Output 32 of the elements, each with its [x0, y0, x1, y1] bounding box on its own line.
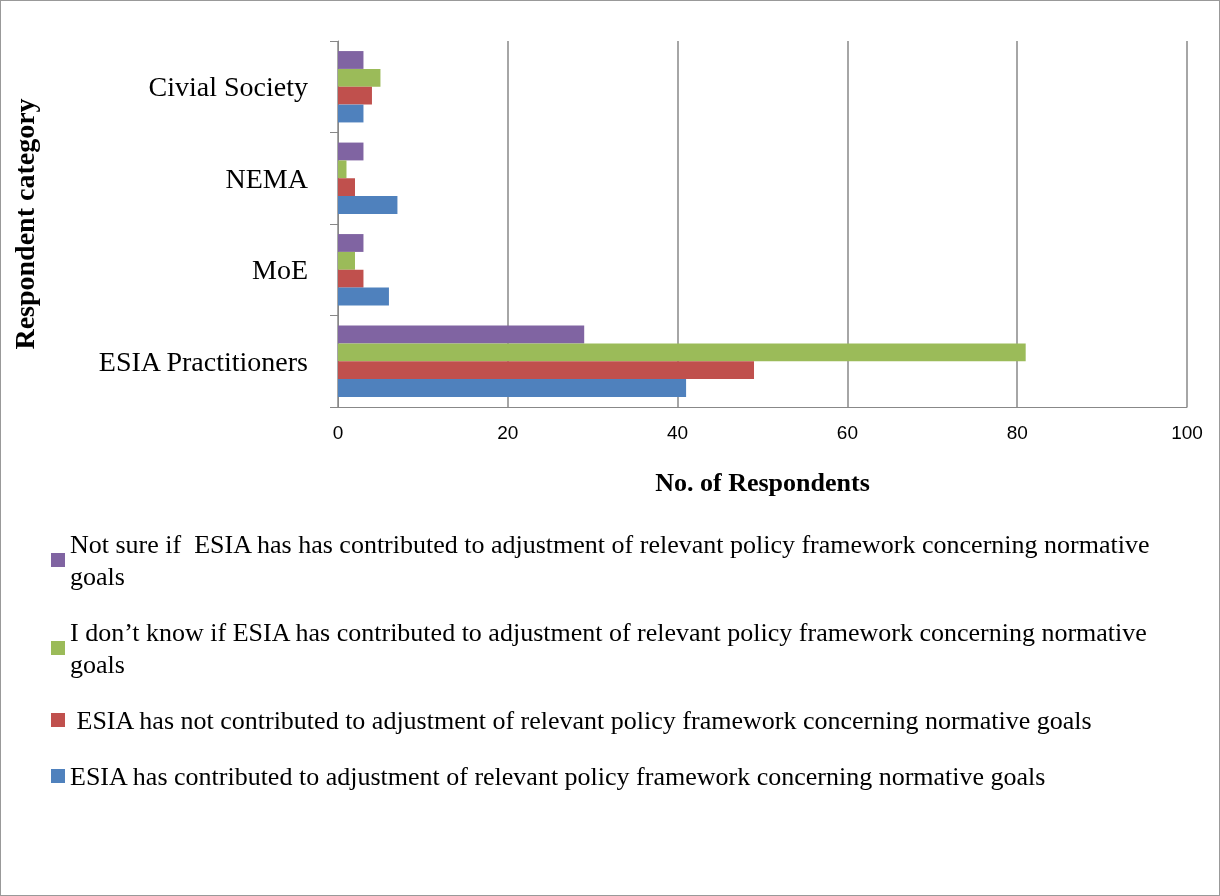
x-tick-label: 60 [836, 422, 858, 443]
bar [338, 51, 364, 69]
y-axis-title: Respondent category [8, 98, 40, 350]
x-axis-title: No. of Respondents [655, 467, 870, 497]
bar [338, 142, 364, 161]
x-tick-label: 40 [667, 422, 689, 443]
bar [338, 343, 1026, 362]
legend-label: ESIA has contributed to adjustment of relevant policy framework concerning normative goals [70, 761, 1046, 791]
y-tick-label: Civial Society [148, 71, 308, 103]
legend-label: Not sure if ESIA has has contributed to adjustment of relevant policy framework concerning normative goals [70, 529, 1156, 591]
bar [338, 361, 755, 380]
x-tick-label: 80 [1006, 422, 1028, 443]
bar [338, 68, 381, 87]
bar [338, 196, 398, 214]
bar [338, 325, 585, 344]
bar [338, 160, 347, 179]
x-tick-label: 0 [332, 422, 344, 443]
bar [338, 178, 355, 197]
x-tick-label: 100 [1171, 422, 1203, 443]
bar [338, 86, 372, 105]
bar [338, 287, 389, 306]
legend-label: ESIA has not contributed to adjustment of relevant policy framework concerning normative goals [70, 705, 1092, 735]
bar [338, 234, 364, 252]
y-tick-label: MoE [252, 254, 308, 286]
x-tick-label: 20 [497, 422, 519, 443]
bar [338, 379, 687, 397]
y-tick-label: ESIA Practitioners [98, 345, 308, 377]
legend-label: I don’t know if ESIA has contributed to adjustment of relevant policy framework concerning normative goals [70, 617, 1154, 679]
bar [338, 251, 355, 270]
bar [338, 104, 364, 123]
y-tick-label: NEMA [225, 162, 309, 194]
bar [338, 269, 364, 288]
